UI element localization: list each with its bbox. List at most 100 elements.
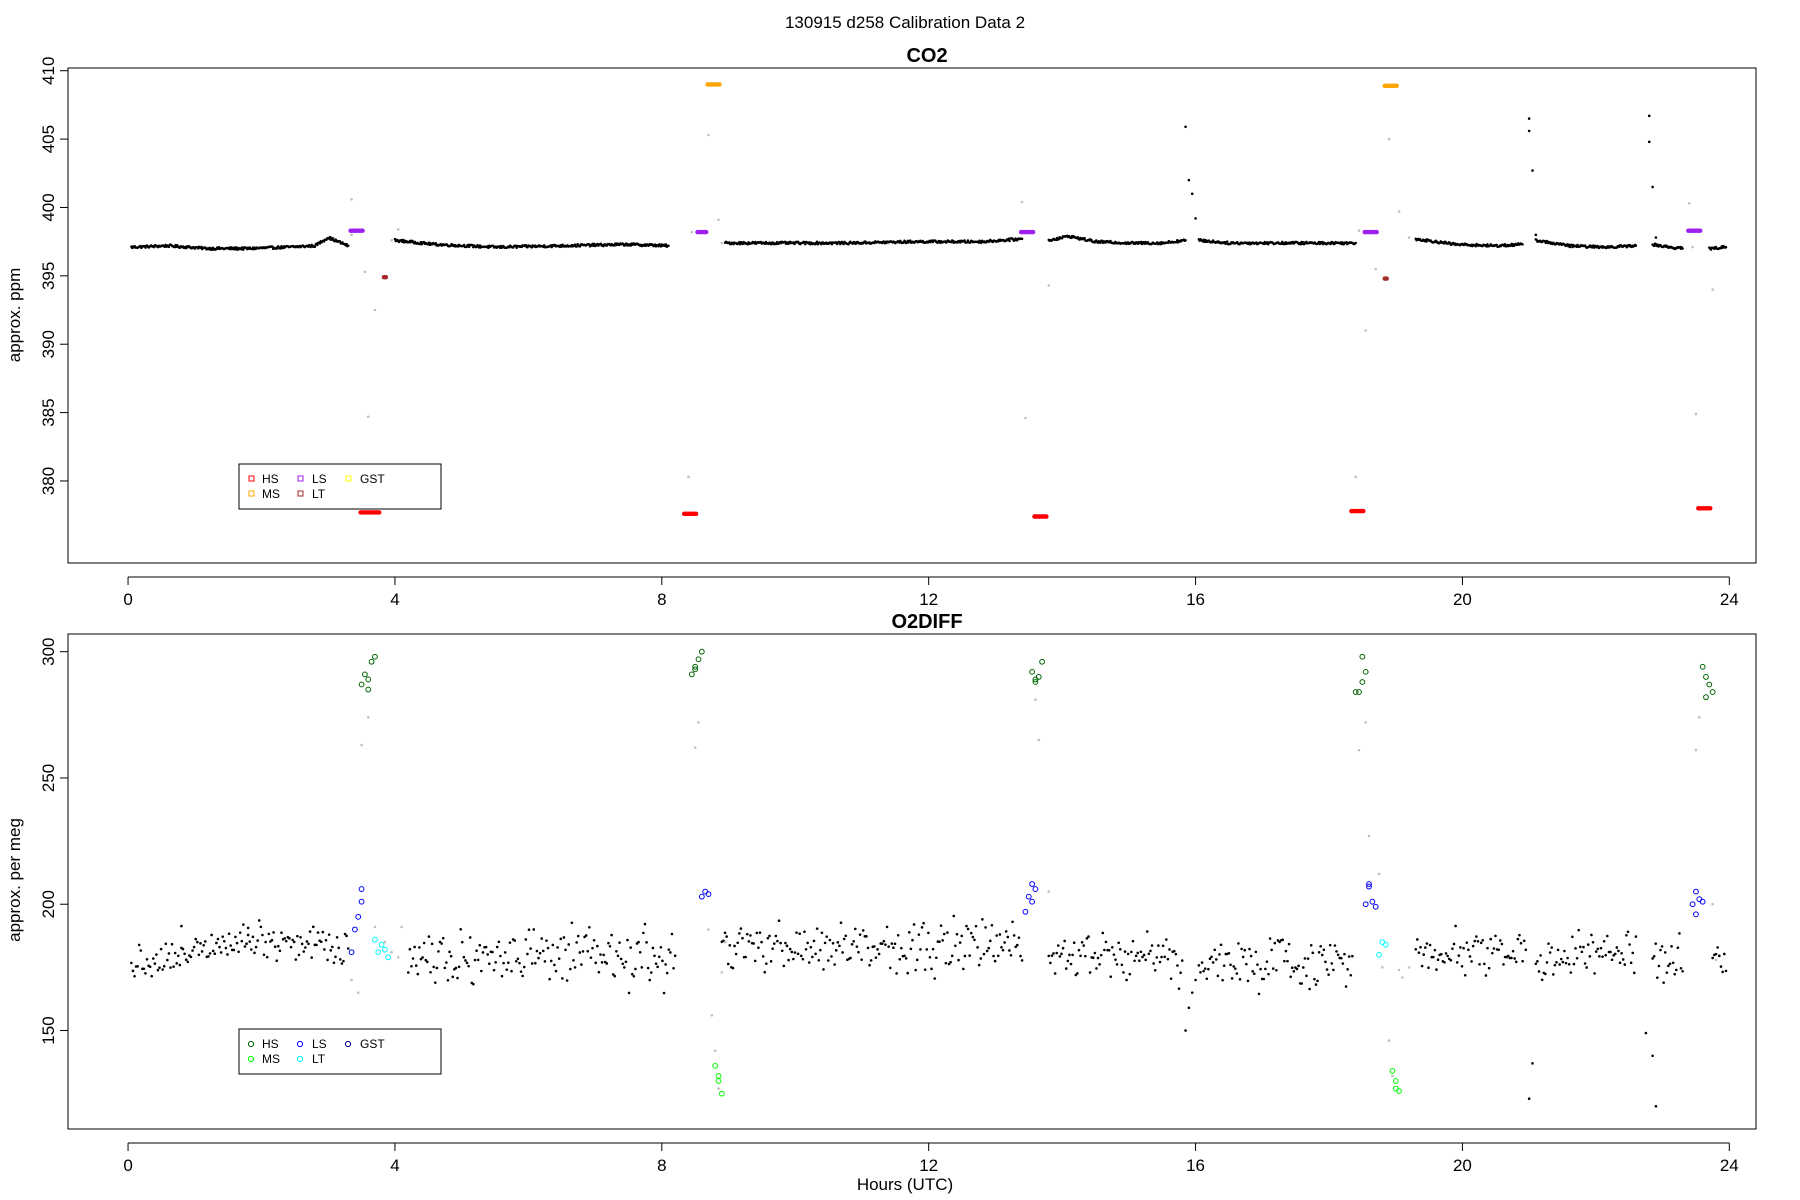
o2diff-data-point <box>278 949 282 953</box>
data-point <box>1047 890 1051 893</box>
calibration-point-lt <box>378 941 385 948</box>
o2diff-data-point <box>624 960 628 964</box>
o2diff-data-point <box>156 968 160 972</box>
o2diff-data-point <box>1716 946 1719 949</box>
o2diff-data-point <box>855 945 859 948</box>
data-point <box>1190 192 1194 196</box>
o2diff-data-point <box>796 952 800 956</box>
o2diff-data-point <box>1506 954 1510 958</box>
o2diff-data-point <box>443 966 447 970</box>
o2diff-data-point <box>850 943 854 946</box>
o2diff-data-point <box>1249 954 1253 958</box>
o2diff-data-point <box>256 939 259 942</box>
data-point <box>396 228 400 231</box>
o2diff-data-point <box>1324 960 1327 964</box>
o2diff-data-point <box>1320 953 1324 957</box>
o2diff-data-point <box>199 942 202 945</box>
o2diff-data-point <box>792 957 795 961</box>
x-tick-label: 20 <box>1453 590 1472 609</box>
o2diff-data-point <box>1676 946 1680 950</box>
o2diff-data-point <box>923 968 927 971</box>
o2diff-data-point <box>1172 949 1176 953</box>
o2diff-data-point <box>653 954 656 958</box>
o2diff-data-point <box>1019 954 1022 958</box>
o2diff-data-point <box>1569 971 1573 974</box>
o2diff-data-point <box>605 962 609 965</box>
o2diff-data-point <box>1564 961 1568 965</box>
o2diff-data-point <box>1618 961 1622 965</box>
o2diff-data-point <box>842 937 846 941</box>
co2-data-point <box>803 242 807 246</box>
o2diff-data-point <box>1435 968 1438 971</box>
data-point <box>1397 210 1401 213</box>
o2diff-data-point <box>505 968 509 971</box>
o2diff-data-point <box>1721 970 1724 974</box>
co2-legend-gst-label: GST <box>360 472 385 486</box>
y-tick-label: 385 <box>39 398 58 426</box>
o2diff-data-point <box>1346 968 1349 971</box>
o2diff-data-point <box>540 937 544 940</box>
co2-data-point <box>657 245 660 248</box>
co2-y-axis-label: approx. ppm <box>5 268 24 363</box>
o2diff-data-point <box>546 946 550 950</box>
o2diff-data-point <box>561 977 564 980</box>
o2diff-data-point <box>1251 970 1254 973</box>
o2diff-data-point <box>1080 940 1084 944</box>
o2diff-data-point <box>1316 979 1319 983</box>
o2diff-data-point <box>1300 982 1304 985</box>
o2diff-data-point <box>723 931 727 935</box>
o2diff-data-point <box>860 958 863 961</box>
o2diff-data-point <box>151 957 155 960</box>
data-point <box>717 1087 720 1090</box>
o2diff-data-point <box>559 937 563 941</box>
o2diff-data-point <box>551 943 555 947</box>
o2diff-data-point <box>1651 957 1654 960</box>
o2diff-data-point <box>1093 951 1097 955</box>
o2diff-data-point <box>265 955 269 959</box>
o2diff-data-point <box>1462 946 1465 950</box>
o2diff-data-point <box>1484 974 1488 977</box>
o2diff-data-point <box>1629 961 1633 965</box>
co2-data-point <box>1724 245 1728 249</box>
o2diff-data-point <box>1439 952 1443 956</box>
o2diff-data-point <box>1489 937 1493 941</box>
o2diff-data-point <box>451 975 455 979</box>
o2diff-data-point <box>610 933 613 937</box>
y-tick-label: 390 <box>39 330 58 358</box>
o2diff-data-point <box>1580 950 1584 954</box>
o2diff-data-point <box>1101 931 1105 935</box>
o2diff-data-point <box>1177 987 1181 990</box>
o2diff-data-point <box>406 971 410 974</box>
o2diff-data-point <box>516 957 520 961</box>
x-tick-label: 8 <box>657 590 666 609</box>
o2diff-data-point <box>1343 952 1346 956</box>
o2diff-data-point <box>672 966 675 970</box>
o2diff-data-point <box>1313 977 1316 981</box>
calibration-point-ls <box>1698 228 1703 233</box>
o2diff-data-point <box>426 960 429 964</box>
o2diff-data-point <box>1144 958 1147 962</box>
o2diff-data-point <box>234 935 237 939</box>
o2diff-data-point <box>1455 961 1459 964</box>
co2-legend: HS MS LS LT GST <box>238 463 442 510</box>
o2diff-data-point <box>153 962 157 965</box>
co2-data-point <box>542 244 546 247</box>
o2diff-data-point <box>757 946 760 949</box>
o2diff-data-point <box>777 919 781 923</box>
o2diff-data-point <box>1719 965 1723 968</box>
o2diff-data-point <box>329 949 333 952</box>
calibration-point-ms <box>1392 1085 1399 1092</box>
o2diff-panel-title: O2DIFF <box>891 611 962 633</box>
x-tick-label: 12 <box>919 1156 938 1175</box>
co2-panel-title: CO2 <box>906 45 947 67</box>
o2diff-data-point <box>866 946 870 950</box>
o2diff-data-point <box>1674 968 1678 972</box>
o2diff-data-point <box>1332 968 1335 972</box>
calibration-point-ls <box>358 886 365 892</box>
o2diff-data-point <box>1602 939 1606 943</box>
o2diff-data-point <box>1681 969 1684 973</box>
o2diff-data-point <box>1521 959 1524 963</box>
o2diff-data-point <box>928 955 932 959</box>
o2diff-data-point <box>1309 944 1313 947</box>
o2diff-data-point <box>987 946 991 950</box>
